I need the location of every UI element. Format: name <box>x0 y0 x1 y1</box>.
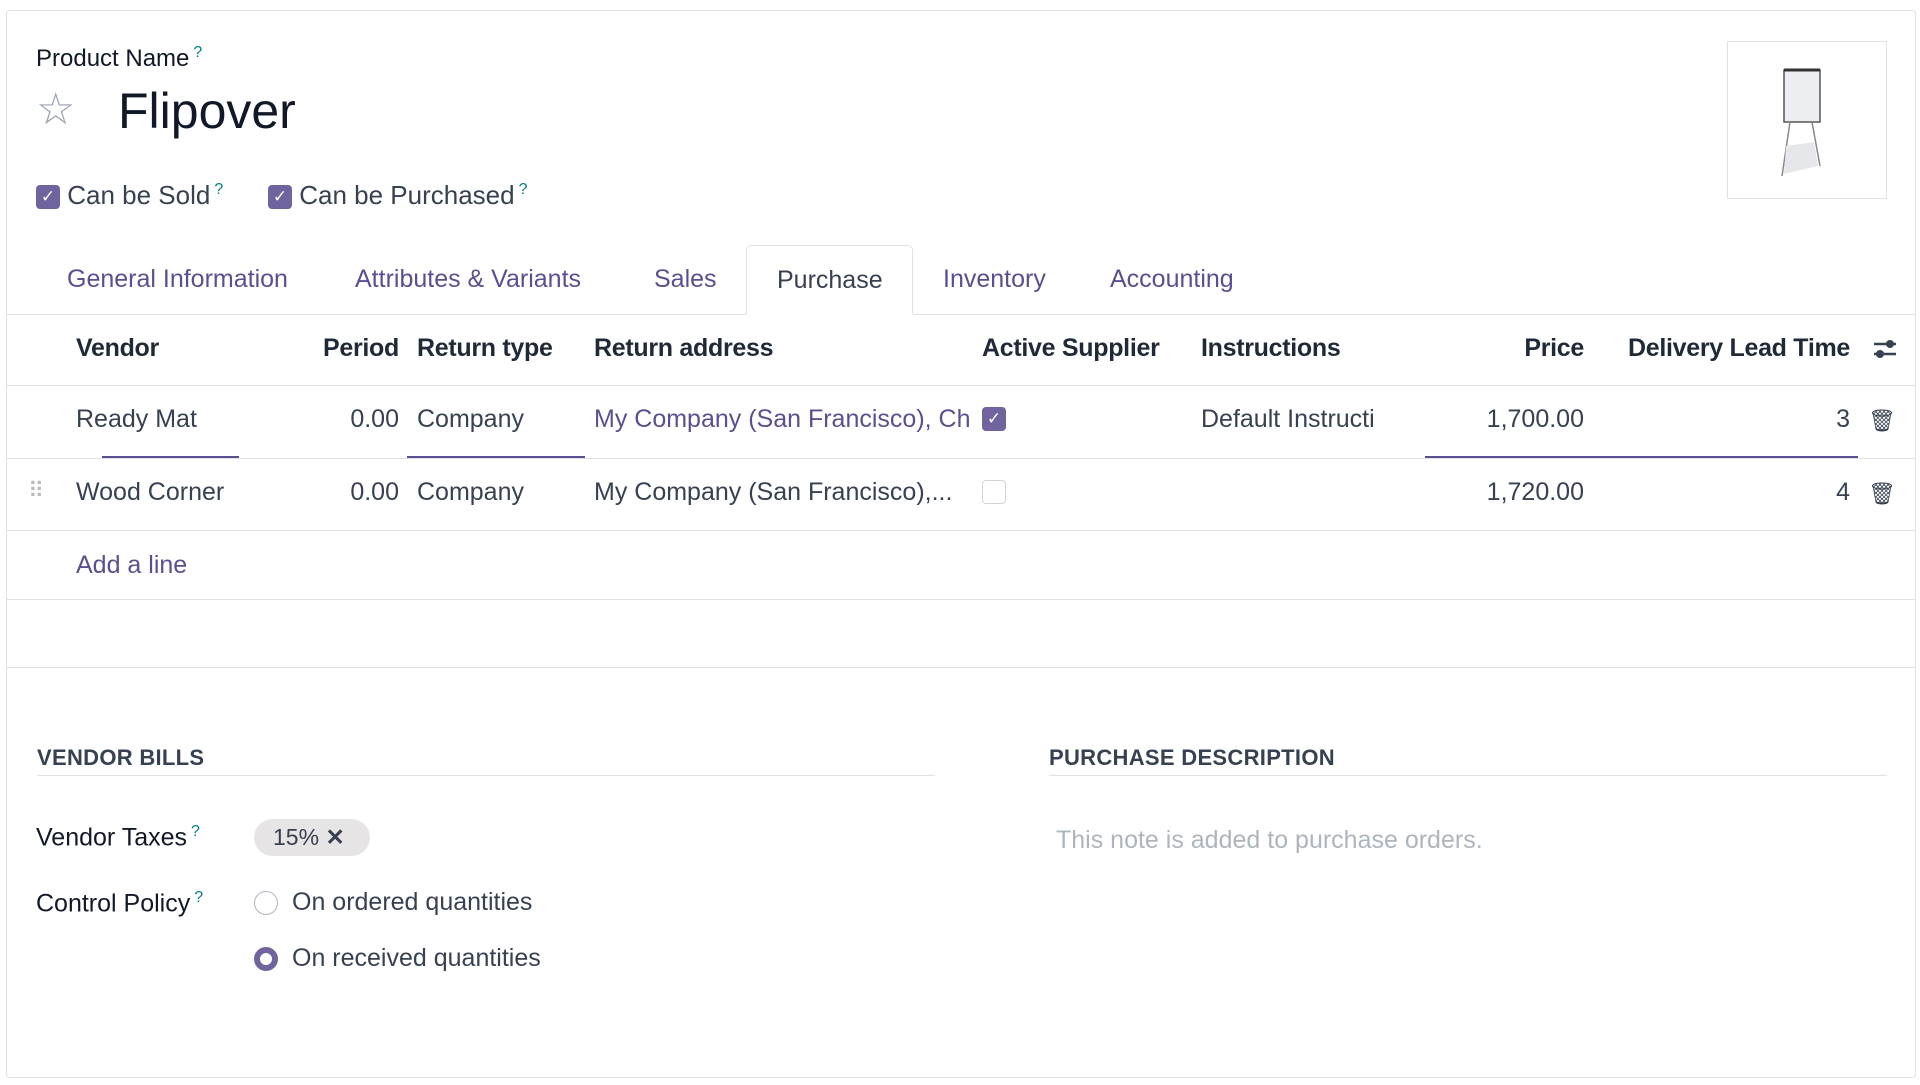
column-header-price[interactable]: Price <box>1524 334 1584 362</box>
help-icon[interactable]: ? <box>194 889 204 906</box>
column-header-instructions[interactable]: Instructions <box>1201 334 1341 362</box>
checkbox-checked-icon[interactable]: ✓ <box>36 185 60 210</box>
radio-unselected-icon[interactable] <box>254 891 278 916</box>
tax-tag-label: 15% <box>273 824 320 850</box>
optional-columns-settings-icon[interactable] <box>1872 336 1898 367</box>
vendor-taxes-label: Vendor Taxes? <box>36 823 200 852</box>
instructions-cell[interactable]: Default Instructi <box>1201 405 1375 433</box>
active-supplier-checkbox[interactable] <box>982 480 1006 504</box>
tab-general-information[interactable]: General Information <box>67 265 288 293</box>
product-name-label: Product Name? <box>36 44 203 72</box>
purchase-description-heading: PURCHASE DESCRIPTION <box>1049 745 1335 770</box>
product-name-input[interactable]: Flipover <box>118 83 296 139</box>
tabs-divider <box>7 314 1915 315</box>
vendor-cell[interactable]: Ready Mat <box>76 405 197 433</box>
product-image[interactable] <box>1727 41 1887 199</box>
vendor-cell[interactable]: Wood Corner <box>76 478 225 506</box>
delete-row-trash-icon[interactable]: 🗑 <box>1868 481 1896 506</box>
product-form-card <box>6 10 1916 1078</box>
control-policy-label: Control Policy? <box>36 889 204 918</box>
help-icon[interactable]: ? <box>193 44 203 61</box>
remove-tag-close-icon[interactable]: ✕ <box>325 824 345 850</box>
price-cell[interactable]: 1,700.00 <box>1486 405 1584 433</box>
vendor-field-underline <box>102 456 239 458</box>
help-icon[interactable]: ? <box>191 823 200 840</box>
return-type-cell[interactable]: Company <box>417 405 524 433</box>
active-supplier-checkbox[interactable]: ✓ <box>982 407 1006 431</box>
column-header-return-type[interactable]: Return type <box>417 334 553 362</box>
can-be-purchased-label: Can be Purchased <box>299 180 515 210</box>
tab-attributes-variants[interactable]: Attributes & Variants <box>355 265 582 293</box>
return-type-field-underline <box>407 456 585 458</box>
row-divider <box>7 599 1915 600</box>
tab-inventory[interactable]: Inventory <box>943 265 1046 293</box>
vendor-bills-heading: VENDOR BILLS <box>37 745 205 770</box>
radio-ordered-quantities[interactable]: On ordered quantities <box>254 888 532 917</box>
tab-accounting[interactable]: Accounting <box>1110 265 1234 293</box>
row-divider <box>7 458 1915 459</box>
section-divider <box>7 667 1915 668</box>
price-cell[interactable]: 1,720.00 <box>1486 478 1584 506</box>
return-type-cell[interactable]: Company <box>417 478 524 506</box>
price-field-underline <box>1425 456 1858 458</box>
return-address-link[interactable]: My Company (San Francisco), Ch <box>594 405 971 433</box>
row-divider <box>7 385 1915 386</box>
delete-row-trash-icon[interactable]: 🗑 <box>1868 408 1896 433</box>
help-icon[interactable]: ? <box>214 181 224 199</box>
radio-selected-icon[interactable] <box>254 947 278 972</box>
lead-time-cell[interactable]: 3 <box>1836 405 1850 433</box>
heading-divider <box>1049 775 1887 776</box>
can-be-sold-checkbox[interactable]: ✓ Can be Sold? <box>36 180 223 211</box>
period-cell[interactable]: 0.00 <box>350 478 399 506</box>
row-divider <box>7 530 1915 531</box>
tab-purchase[interactable]: Purchase <box>746 245 913 315</box>
favorite-star-icon[interactable]: ☆ <box>36 85 76 134</box>
tab-sales[interactable]: Sales <box>654 265 717 293</box>
column-header-period[interactable]: Period <box>323 334 399 362</box>
can-be-purchased-checkbox[interactable]: ✓ Can be Purchased? <box>268 180 528 211</box>
drag-handle-icon[interactable]: ⠿ <box>28 478 45 503</box>
checkbox-checked-icon[interactable]: ✓ <box>268 185 292 210</box>
lead-time-cell[interactable]: 4 <box>1836 478 1850 506</box>
column-header-return-address[interactable]: Return address <box>594 334 774 362</box>
flipchart-image-icon <box>1781 68 1821 177</box>
radio-received-quantities[interactable]: On received quantities <box>254 944 541 973</box>
return-address-cell[interactable]: My Company (San Francisco),... <box>594 478 953 506</box>
purchase-description-input[interactable]: This note is added to purchase orders. <box>1056 826 1483 854</box>
heading-divider <box>37 775 935 776</box>
column-header-active-supplier[interactable]: Active Supplier <box>982 334 1160 362</box>
can-be-sold-label: Can be Sold <box>67 180 211 210</box>
column-header-delivery-lead-time[interactable]: Delivery Lead Time <box>1627 334 1850 362</box>
help-icon[interactable]: ? <box>518 181 528 199</box>
add-a-line-link[interactable]: Add a line <box>76 551 188 579</box>
column-header-vendor[interactable]: Vendor <box>76 334 159 362</box>
period-cell[interactable]: 0.00 <box>350 405 399 433</box>
tax-tag: 15% ✕ <box>254 819 370 856</box>
